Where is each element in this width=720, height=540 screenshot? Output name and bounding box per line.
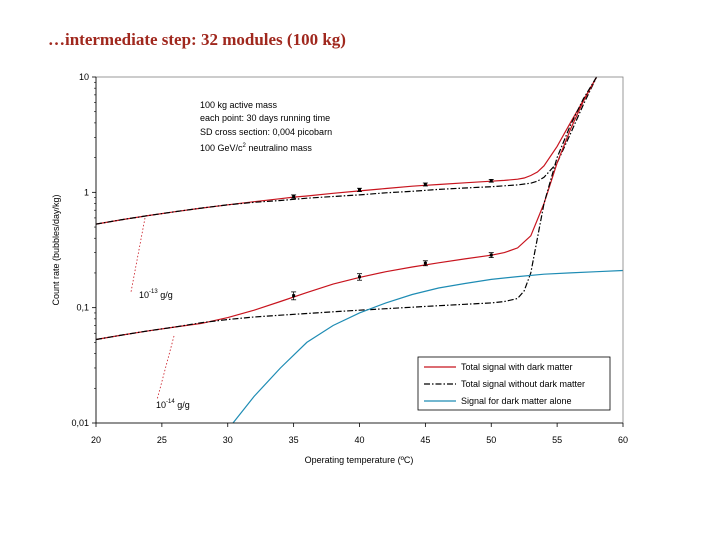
x-tick-label-6: 50 — [486, 435, 496, 445]
x-axis-label: Operating temperature (ºC) — [305, 455, 414, 465]
series-line-upper-1 — [95, 76, 598, 225]
info-line-neutralino: 100 GeV/c2 neutralino mass — [200, 143, 312, 153]
y-tick-label-1: 0,1 — [76, 303, 89, 313]
x-tick-label-2: 30 — [223, 435, 233, 445]
info-line-time: each point: 30 days running time — [200, 113, 330, 123]
data-point-5 — [358, 275, 361, 279]
series-layer — [95, 76, 624, 424]
data-point-2 — [423, 182, 427, 186]
y-tick-label-3: 10 — [79, 72, 89, 82]
slide-title: …intermediate step: 32 modules (100 kg) — [48, 30, 346, 49]
annotation-10-13: 10-13 g/g — [139, 289, 173, 300]
series-line-lower-2 — [95, 76, 598, 341]
annotation-10-14: 10-14 g/g — [156, 399, 190, 410]
x-tick-label-0: 20 — [91, 435, 101, 445]
data-point-6 — [423, 261, 427, 265]
legend-label-dm-alone: Signal for dark matter alone — [461, 396, 572, 406]
legend-label-with-dm: Total signal with dark matter — [461, 362, 573, 372]
legend-label-without-dm: Total signal without dark matter — [461, 379, 585, 389]
series-line-upper-0 — [95, 76, 598, 225]
x-tick-label-4: 40 — [354, 435, 364, 445]
data-point-4 — [292, 294, 296, 298]
x-tick-label-8: 60 — [618, 435, 628, 445]
ticks: 20 25 30 35 40 45 50 55 60 0,01 0,1 1 10 — [71, 72, 628, 445]
info-line-cross-section: SD cross section: 0,004 picobarn — [200, 127, 332, 137]
annotation-leader-13 — [130, 217, 146, 293]
data-point-7 — [489, 253, 493, 257]
x-tick-label-7: 55 — [552, 435, 562, 445]
x-tick-label-1: 25 — [157, 435, 167, 445]
y-axis-label: Count rate (bubbles/day/kg) — [51, 194, 61, 305]
data-point-1 — [358, 188, 361, 192]
info-line-mass: 100 kg active mass — [200, 100, 278, 110]
series-line-dm-4 — [232, 269, 624, 424]
series-line-lower-3 — [95, 76, 598, 341]
data-point-0 — [292, 195, 296, 199]
y-tick-label-0: 0,01 — [71, 418, 89, 428]
data-points — [291, 178, 494, 301]
x-tick-label-3: 35 — [289, 435, 299, 445]
x-tick-label-5: 45 — [420, 435, 430, 445]
annotation-leader-14 — [156, 335, 175, 401]
data-point-3 — [489, 179, 493, 183]
y-tick-label-2: 1 — [84, 187, 89, 197]
